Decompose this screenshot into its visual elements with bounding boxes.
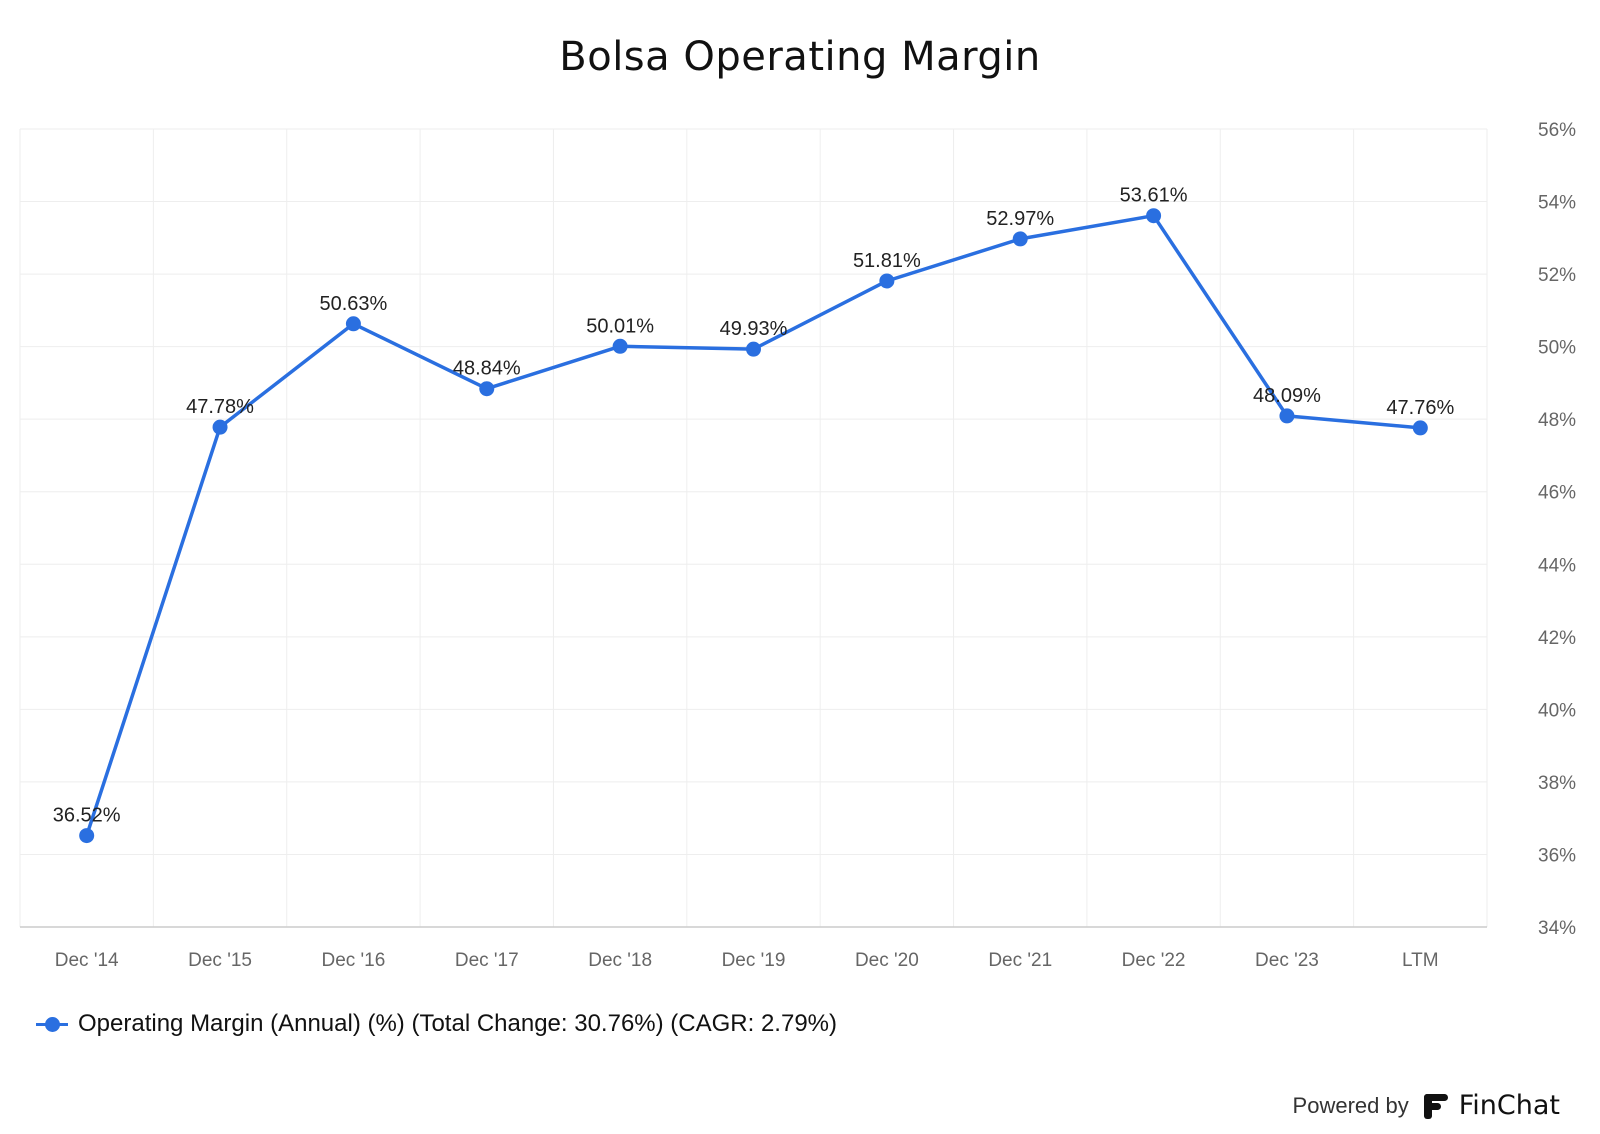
x-tick-label: Dec '20 [855, 950, 919, 971]
chart-title: Bolsa Operating Margin [559, 34, 1041, 80]
powered-by-branding: Powered by FinChat [1293, 1090, 1560, 1121]
y-tick-label: 50% [1538, 338, 1576, 359]
legend-marker-icon [36, 1016, 68, 1032]
powered-by-text: Powered by [1292, 1092, 1409, 1118]
data-label: 36.52% [53, 805, 121, 827]
data-point [879, 273, 895, 289]
data-point [1412, 420, 1428, 436]
data-point [746, 341, 761, 357]
data-point [1012, 231, 1028, 247]
data-point [1279, 408, 1295, 424]
data-label: 47.76% [1386, 397, 1454, 419]
legend-dot [45, 1017, 60, 1032]
x-tick-label: Dec '17 [455, 950, 519, 971]
y-tick-label: 36% [1538, 845, 1576, 866]
data-label: 48.84% [453, 358, 521, 380]
data-label: 49.93% [720, 318, 788, 340]
y-tick-label: 44% [1538, 555, 1576, 576]
data-label: 52.97% [986, 208, 1054, 230]
x-tick-label: Dec '19 [722, 950, 786, 971]
y-tick-label: 40% [1538, 700, 1576, 721]
data-label: 50.63% [319, 293, 387, 315]
x-tick-label: Dec '15 [188, 950, 252, 971]
x-tick-label: Dec '14 [55, 950, 119, 971]
data-point [345, 316, 361, 332]
chart-legend[interactable]: Operating Margin (Annual) (%) (Total Cha… [36, 1010, 837, 1038]
data-point [212, 419, 228, 435]
y-tick-label: 34% [1538, 918, 1576, 939]
data-point [1146, 208, 1162, 224]
x-tick-label: Dec '23 [1255, 950, 1319, 971]
data-point [479, 381, 495, 397]
y-tick-label: 48% [1538, 410, 1576, 431]
y-tick-label: 54% [1538, 193, 1576, 214]
data-label: 47.78% [186, 396, 254, 418]
data-label: 50.01% [586, 315, 654, 337]
y-tick-label: 38% [1538, 773, 1576, 794]
y-tick-label: 42% [1538, 628, 1576, 649]
data-point [612, 338, 628, 354]
x-tick-label: LTM [1402, 950, 1439, 971]
data-label: 53.61% [1120, 185, 1188, 207]
legend-label: Operating Margin (Annual) (%) (Total Cha… [78, 1010, 837, 1037]
x-tick-label: Dec '18 [588, 950, 652, 971]
x-tick-label: Dec '22 [1122, 950, 1186, 971]
y-tick-label: 56% [1538, 120, 1576, 141]
y-tick-label: 52% [1538, 265, 1576, 286]
finchat-brand-name: FinChat [1458, 1090, 1560, 1121]
data-label: 48.09% [1253, 385, 1321, 407]
x-tick-label: Dec '16 [321, 950, 385, 971]
data-point [79, 828, 95, 844]
x-tick-label: Dec '21 [988, 950, 1052, 971]
finchat-logo-icon [1423, 1093, 1448, 1119]
data-label: 51.81% [853, 250, 921, 272]
y-tick-label: 46% [1538, 483, 1576, 504]
